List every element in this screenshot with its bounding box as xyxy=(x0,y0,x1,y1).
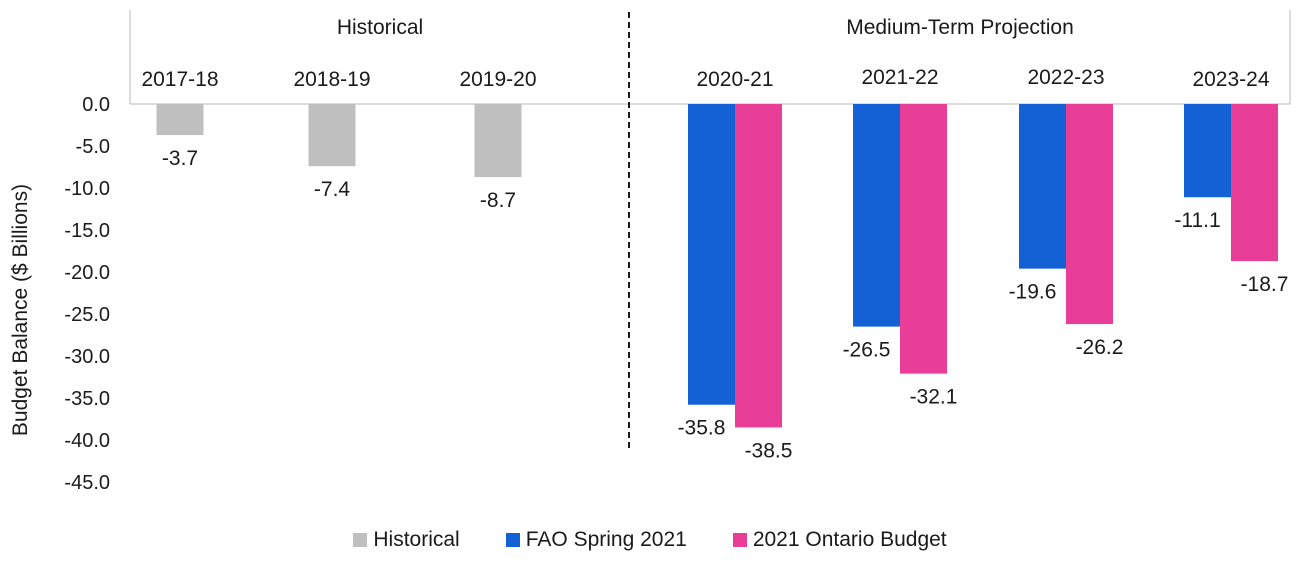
legend-swatch-historical xyxy=(353,533,368,547)
y-tick-label: -40.0 xyxy=(64,430,110,452)
bar xyxy=(735,104,782,428)
bar xyxy=(474,104,522,178)
data-label: -8.7 xyxy=(480,189,516,212)
legend-item-historical: Historical xyxy=(353,528,460,552)
y-axis-title: Budget Balance ($ Billions) xyxy=(9,184,32,436)
legend-label-ontario: 2021 Ontario Budget xyxy=(752,528,947,551)
data-label: -38.5 xyxy=(745,439,793,462)
legend-item-fao: FAO Spring 2021 xyxy=(505,528,687,552)
bar xyxy=(900,104,947,374)
bar xyxy=(156,104,204,136)
bar xyxy=(853,104,900,327)
data-label: -11.1 xyxy=(1174,209,1220,232)
data-label: -26.2 xyxy=(1076,336,1124,359)
legend-item-ontario: 2021 Ontario Budget xyxy=(732,528,947,552)
budget-balance-chart: Historical Medium-Term Projection Budget… xyxy=(9,10,1291,494)
bar xyxy=(308,104,356,167)
y-tick-label: -20.0 xyxy=(64,262,110,284)
section-label-projection: Medium-Term Projection xyxy=(846,16,1074,39)
y-tick-label: -30.0 xyxy=(64,346,110,368)
data-label: -32.1 xyxy=(910,386,958,409)
y-tick-label: -5.0 xyxy=(76,136,110,158)
bar xyxy=(1019,104,1066,269)
section-label-historical: Historical xyxy=(337,16,423,39)
data-label: -19.6 xyxy=(1009,281,1057,304)
category-label: 2018-19 xyxy=(293,68,370,91)
category-label: 2017-18 xyxy=(141,68,218,91)
bar xyxy=(1066,104,1113,325)
data-label: -3.7 xyxy=(162,147,198,170)
category-label: 2020-21 xyxy=(696,68,773,91)
y-tick-label: -45.0 xyxy=(64,472,110,494)
y-tick-label: -25.0 xyxy=(64,304,110,326)
legend-swatch-ontario xyxy=(732,533,747,547)
data-label: -18.7 xyxy=(1241,273,1289,296)
data-label: -26.5 xyxy=(843,339,891,362)
category-label: 2021-22 xyxy=(861,66,938,89)
data-label: -35.8 xyxy=(678,417,726,440)
bar xyxy=(688,104,735,405)
category-label: 2022-23 xyxy=(1027,66,1104,89)
y-tick-label: 0.0 xyxy=(82,94,110,116)
y-tick-label: -15.0 xyxy=(64,220,110,242)
legend-swatch-fao xyxy=(505,533,520,547)
legend: Historical FAO Spring 2021 2021 Ontario … xyxy=(0,528,1300,552)
data-label: -7.4 xyxy=(314,178,351,201)
y-tick-label: -35.0 xyxy=(64,388,110,410)
bar xyxy=(1231,104,1278,262)
legend-label-historical: Historical xyxy=(373,528,460,551)
bar xyxy=(1184,104,1231,198)
legend-label-fao: FAO Spring 2021 xyxy=(525,528,687,551)
y-tick-label: -10.0 xyxy=(64,178,110,200)
category-label: 2023-24 xyxy=(1192,68,1269,91)
category-label: 2019-20 xyxy=(459,68,536,91)
